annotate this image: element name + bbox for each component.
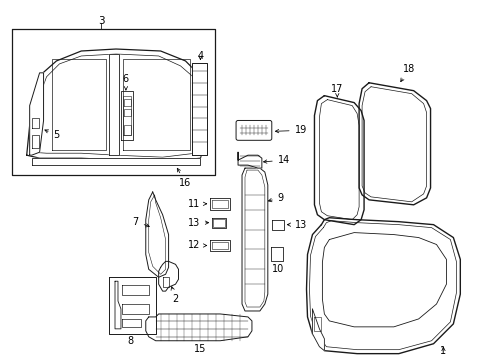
Text: 16: 16 xyxy=(177,168,191,188)
Polygon shape xyxy=(32,158,200,165)
Text: 13: 13 xyxy=(287,220,306,230)
Polygon shape xyxy=(109,277,155,334)
FancyBboxPatch shape xyxy=(236,121,271,140)
Polygon shape xyxy=(271,220,283,230)
Text: 11: 11 xyxy=(188,199,206,209)
Polygon shape xyxy=(210,239,230,251)
Polygon shape xyxy=(242,168,267,311)
Text: 12: 12 xyxy=(187,240,206,251)
Polygon shape xyxy=(27,49,205,162)
Polygon shape xyxy=(270,247,282,261)
Text: 17: 17 xyxy=(330,84,343,97)
Polygon shape xyxy=(312,309,324,351)
Polygon shape xyxy=(109,54,119,155)
Text: 6: 6 xyxy=(122,74,129,90)
Polygon shape xyxy=(192,63,207,155)
Text: 8: 8 xyxy=(127,336,134,346)
Text: 19: 19 xyxy=(275,125,306,135)
Polygon shape xyxy=(212,218,225,228)
Polygon shape xyxy=(238,152,262,168)
Polygon shape xyxy=(30,73,43,155)
Text: 14: 14 xyxy=(263,155,289,165)
Text: 18: 18 xyxy=(400,64,414,82)
Text: 13: 13 xyxy=(188,218,208,228)
Polygon shape xyxy=(145,192,168,277)
Text: 4: 4 xyxy=(197,51,203,61)
Text: 3: 3 xyxy=(98,16,104,26)
Text: 5: 5 xyxy=(45,130,60,140)
Polygon shape xyxy=(314,96,364,225)
Text: 9: 9 xyxy=(268,193,284,203)
Text: 15: 15 xyxy=(194,344,206,354)
Polygon shape xyxy=(306,218,459,354)
Text: 1: 1 xyxy=(440,346,446,356)
Polygon shape xyxy=(210,198,230,210)
Polygon shape xyxy=(145,314,251,341)
Text: 2: 2 xyxy=(171,287,178,304)
Text: 7: 7 xyxy=(132,217,149,227)
Text: 10: 10 xyxy=(271,264,284,274)
Polygon shape xyxy=(358,83,429,205)
Polygon shape xyxy=(158,261,178,291)
